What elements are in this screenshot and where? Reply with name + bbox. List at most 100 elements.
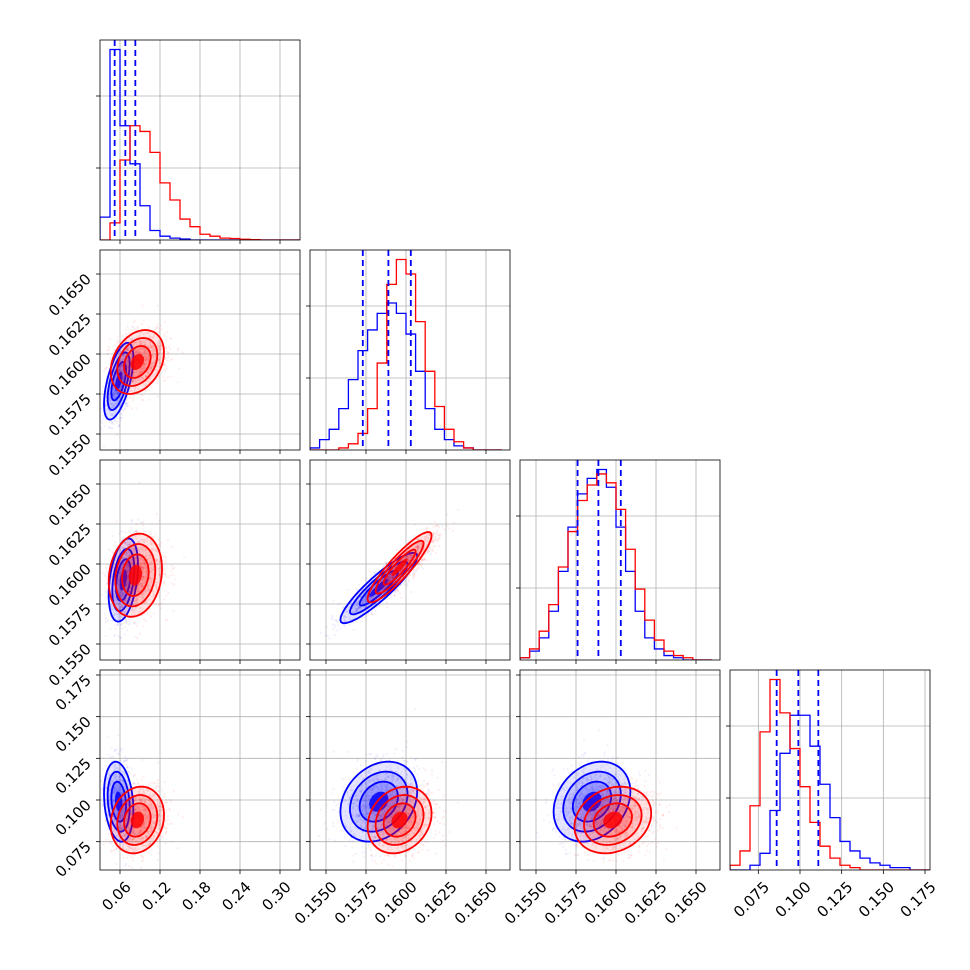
scatter-point-red: [125, 328, 128, 331]
scatter-point-red: [142, 334, 146, 337]
scatter-point-red: [152, 536, 155, 539]
scatter-point-red: [134, 351, 137, 354]
scatter-point-blue: [122, 591, 125, 594]
scatter-point-red: [437, 544, 441, 548]
scatter-point-blue: [121, 557, 124, 560]
scatter-point-blue: [126, 359, 130, 362]
scatter-point-red: [149, 377, 152, 380]
scatter-point-red: [139, 547, 143, 550]
scatter-point-blue: [124, 600, 127, 604]
scatter-point-red: [117, 577, 120, 581]
scatter-point-blue: [123, 356, 126, 359]
scatter-point-blue: [410, 555, 413, 558]
scatter-point-blue: [410, 554, 413, 557]
scatter-point-blue: [114, 390, 117, 393]
scatter-point-red: [141, 304, 144, 307]
scatter-point-blue: [355, 607, 358, 611]
scatter-point-red: [127, 555, 130, 558]
scatter-point-blue: [125, 340, 128, 343]
scatter-point-blue: [118, 607, 121, 610]
scatter-point-red: [133, 374, 136, 377]
scatter-point-blue: [135, 352, 138, 355]
scatter-point-red: [420, 542, 423, 545]
scatter-point-blue: [390, 576, 393, 579]
scatter-point-blue: [120, 592, 124, 595]
scatter-point-red: [136, 586, 139, 590]
scatter-point-red: [158, 359, 161, 362]
scatter-point-red: [141, 376, 145, 379]
scatter-point-red: [150, 543, 154, 546]
scatter-point-red: [391, 577, 394, 580]
scatter-point-red: [109, 338, 112, 341]
scatter-point-blue: [399, 584, 402, 587]
scatter-point-red: [134, 381, 137, 384]
scatter-point-blue: [358, 606, 361, 609]
x-tick-label: 0.150: [855, 878, 898, 921]
scatter-point-red: [155, 513, 158, 516]
scatter-point-blue: [126, 577, 129, 580]
scatter-point-red: [143, 618, 146, 621]
scatter-point-blue: [115, 391, 119, 394]
scatter-point-blue: [119, 573, 122, 576]
scatter-point-red: [136, 371, 139, 374]
scatter-point-red: [141, 398, 145, 402]
scatter-point-blue: [118, 533, 121, 536]
scatter-point-blue: [122, 375, 125, 378]
scatter-point-red: [151, 366, 154, 369]
scatter-point-blue: [125, 405, 128, 408]
scatter-point-red: [142, 592, 145, 596]
scatter-point-blue: [140, 538, 143, 542]
scatter-point-blue: [339, 627, 342, 630]
scatter-point-blue: [409, 556, 412, 559]
scatter-point-blue: [121, 605, 125, 608]
scatter-point-red: [138, 590, 141, 593]
scatter-point-red: [132, 379, 135, 382]
scatter-point-blue: [124, 598, 127, 602]
scatter-point-red: [128, 405, 131, 408]
scatter-point-blue: [389, 578, 392, 581]
scatter-point-red: [407, 556, 410, 559]
scatter-point-blue: [122, 594, 125, 597]
scatter-point-blue: [115, 391, 118, 394]
scatter-point-blue: [118, 549, 121, 552]
scatter-point-red: [150, 361, 153, 364]
scatter-point-blue: [120, 385, 123, 388]
axes-frame: [99, 249, 301, 451]
histogram-red: [310, 258, 502, 450]
scatter-point-red: [145, 566, 148, 569]
scatter-point-blue: [122, 605, 125, 608]
scatter-point-blue: [359, 606, 362, 610]
scatter-point-red: [142, 366, 146, 370]
scatter-point-red: [144, 363, 147, 366]
contour-red: [116, 337, 159, 387]
scatter-point-red: [148, 556, 151, 560]
scatter-point-blue: [371, 613, 374, 616]
scatter-point-red: [113, 624, 116, 627]
scatter-point-red: [139, 606, 142, 609]
scatter-point-red: [131, 328, 134, 331]
scatter-point-red: [167, 351, 170, 354]
scatter-point-blue: [388, 578, 391, 581]
scatter-point-red: [136, 589, 139, 592]
scatter-point-red: [147, 372, 150, 375]
scatter-point-red: [139, 557, 142, 560]
scatter-point-red: [143, 348, 146, 351]
scatter-point-blue: [130, 356, 133, 359]
scatter-point-red: [427, 550, 430, 553]
scatter-point-red: [121, 594, 124, 597]
scatter-point-blue: [120, 592, 123, 595]
scatter-point-red: [166, 539, 170, 542]
scatter-point-blue: [124, 531, 127, 534]
scatter-point-blue: [118, 578, 121, 581]
scatter-point-blue: [109, 627, 112, 630]
scatter-point-red: [138, 370, 142, 374]
scatter-point-blue: [336, 620, 339, 623]
scatter-point-blue: [126, 359, 129, 363]
scatter-point-red: [142, 566, 145, 569]
scatter-point-red: [166, 331, 169, 334]
scatter-point-red: [129, 541, 132, 544]
scatter-point-red: [117, 612, 120, 615]
scatter-point-red: [144, 590, 148, 593]
scatter-point-blue: [137, 378, 140, 381]
scatter-point-blue: [112, 405, 115, 408]
